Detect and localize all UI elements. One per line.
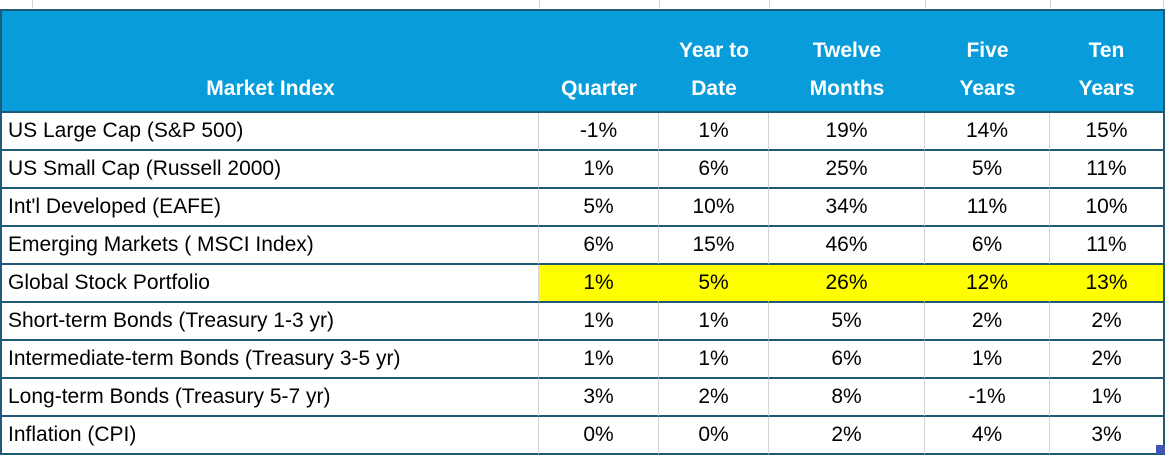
cell-twelve-months[interactable]: 5% <box>769 303 925 341</box>
cell-twelve-months[interactable]: 2% <box>769 417 925 455</box>
cell-ten-years[interactable]: 3% <box>1050 417 1163 455</box>
header-label: Five <box>966 39 1009 62</box>
cell-label[interactable]: Inflation (CPI) <box>2 417 539 455</box>
cell-quarter[interactable]: 1% <box>539 265 659 303</box>
header-label: Months <box>809 77 885 100</box>
cell-label[interactable]: Emerging Markets ( MSCI Index) <box>2 227 539 265</box>
cell-ytd[interactable]: 1% <box>659 303 769 341</box>
header-label: Years <box>959 77 1016 100</box>
table-row: Emerging Markets ( MSCI Index) 6% 15% 46… <box>2 227 1163 265</box>
table-row: Intermediate-term Bonds (Treasury 3-5 yr… <box>2 341 1163 379</box>
cell-five-years[interactable]: 1% <box>925 341 1050 379</box>
cell-quarter[interactable]: -1% <box>539 113 659 151</box>
header-label: Twelve <box>812 39 882 62</box>
cell-ten-years[interactable]: 1% <box>1050 379 1163 417</box>
cell-ten-years[interactable]: 11% <box>1050 151 1163 189</box>
cell-label[interactable]: Int'l Developed (EAFE) <box>2 189 539 227</box>
cell-quarter[interactable]: 1% <box>539 303 659 341</box>
header-label: Quarter <box>561 77 637 100</box>
gridline-tick <box>1050 0 1051 8</box>
gridline-tick <box>539 0 540 8</box>
table-row: Int'l Developed (EAFE) 5% 10% 34% 11% 10… <box>2 189 1163 227</box>
header-cell-ten-years[interactable]: Ten Years <box>1050 11 1163 113</box>
cell-five-years[interactable]: 14% <box>925 113 1050 151</box>
header-label: Date <box>691 77 737 100</box>
cell-twelve-months[interactable]: 46% <box>769 227 925 265</box>
table-row: US Large Cap (S&P 500) -1% 1% 19% 14% 15… <box>2 113 1163 151</box>
cell-quarter[interactable]: 1% <box>539 151 659 189</box>
cell-ten-years[interactable]: 10% <box>1050 189 1163 227</box>
gridline-tick <box>32 0 33 8</box>
header-label: Ten <box>1088 39 1125 62</box>
cell-ytd[interactable]: 1% <box>659 341 769 379</box>
cell-ytd[interactable]: 6% <box>659 151 769 189</box>
cell-quarter[interactable]: 5% <box>539 189 659 227</box>
cell-ten-years[interactable]: 13% <box>1050 265 1163 303</box>
cell-label[interactable]: Short-term Bonds (Treasury 1-3 yr) <box>2 303 539 341</box>
cell-five-years[interactable]: 12% <box>925 265 1050 303</box>
cell-twelve-months[interactable]: 26% <box>769 265 925 303</box>
cell-twelve-months[interactable]: 19% <box>769 113 925 151</box>
cell-label[interactable]: Long-term Bonds (Treasury 5-7 yr) <box>2 379 539 417</box>
header-label: Years <box>1078 77 1135 100</box>
cell-label[interactable]: Intermediate-term Bonds (Treasury 3-5 yr… <box>2 341 539 379</box>
header-cell-quarter[interactable]: Quarter <box>539 11 659 113</box>
header-cell-market-index[interactable]: Market Index <box>2 11 539 113</box>
selection-fill-handle[interactable] <box>1156 445 1165 454</box>
cell-ten-years[interactable]: 15% <box>1050 113 1163 151</box>
cell-ten-years[interactable]: 2% <box>1050 341 1163 379</box>
cell-twelve-months[interactable]: 8% <box>769 379 925 417</box>
cell-ten-years[interactable]: 2% <box>1050 303 1163 341</box>
table-row: Short-term Bonds (Treasury 1-3 yr) 1% 1%… <box>2 303 1163 341</box>
gridline-tick <box>1163 0 1164 8</box>
header-cell-twelve-months[interactable]: Twelve Months <box>769 11 925 113</box>
returns-table: Market Index Quarter Year to Date Twelve… <box>0 9 1165 455</box>
cell-ytd[interactable]: 5% <box>659 265 769 303</box>
cell-five-years[interactable]: 11% <box>925 189 1050 227</box>
cell-quarter[interactable]: 6% <box>539 227 659 265</box>
table-row: US Small Cap (Russell 2000) 1% 6% 25% 5%… <box>2 151 1163 189</box>
cell-five-years[interactable]: 2% <box>925 303 1050 341</box>
cell-five-years[interactable]: 6% <box>925 227 1050 265</box>
cell-five-years[interactable]: 4% <box>925 417 1050 455</box>
gridline-strip <box>0 0 1174 9</box>
cell-ytd[interactable]: 15% <box>659 227 769 265</box>
cell-quarter[interactable]: 1% <box>539 341 659 379</box>
header-label: Market Index <box>206 77 335 100</box>
cell-ytd[interactable]: 2% <box>659 379 769 417</box>
gridline-tick <box>659 0 660 8</box>
cell-five-years[interactable]: 5% <box>925 151 1050 189</box>
cell-twelve-months[interactable]: 34% <box>769 189 925 227</box>
cell-twelve-months[interactable]: 25% <box>769 151 925 189</box>
table-row-highlighted: Global Stock Portfolio 1% 5% 26% 12% 13% <box>2 265 1163 303</box>
cell-ten-years[interactable]: 11% <box>1050 227 1163 265</box>
cell-quarter[interactable]: 3% <box>539 379 659 417</box>
cell-five-years[interactable]: -1% <box>925 379 1050 417</box>
header-cell-year-to-date[interactable]: Year to Date <box>659 11 769 113</box>
table-row: Inflation (CPI) 0% 0% 2% 4% 3% <box>2 417 1163 455</box>
cell-quarter[interactable]: 0% <box>539 417 659 455</box>
gridline-tick <box>925 0 926 8</box>
gridline-tick <box>769 0 770 8</box>
cell-ytd[interactable]: 0% <box>659 417 769 455</box>
cell-label[interactable]: Global Stock Portfolio <box>2 265 539 303</box>
cell-label[interactable]: US Small Cap (Russell 2000) <box>2 151 539 189</box>
table-row: Long-term Bonds (Treasury 5-7 yr) 3% 2% … <box>2 379 1163 417</box>
cell-ytd[interactable]: 10% <box>659 189 769 227</box>
header-label: Year to <box>678 39 750 62</box>
header-cell-five-years[interactable]: Five Years <box>925 11 1050 113</box>
header-row: Market Index Quarter Year to Date Twelve… <box>2 11 1163 113</box>
cell-twelve-months[interactable]: 6% <box>769 341 925 379</box>
cell-ytd[interactable]: 1% <box>659 113 769 151</box>
cell-label[interactable]: US Large Cap (S&P 500) <box>2 113 539 151</box>
